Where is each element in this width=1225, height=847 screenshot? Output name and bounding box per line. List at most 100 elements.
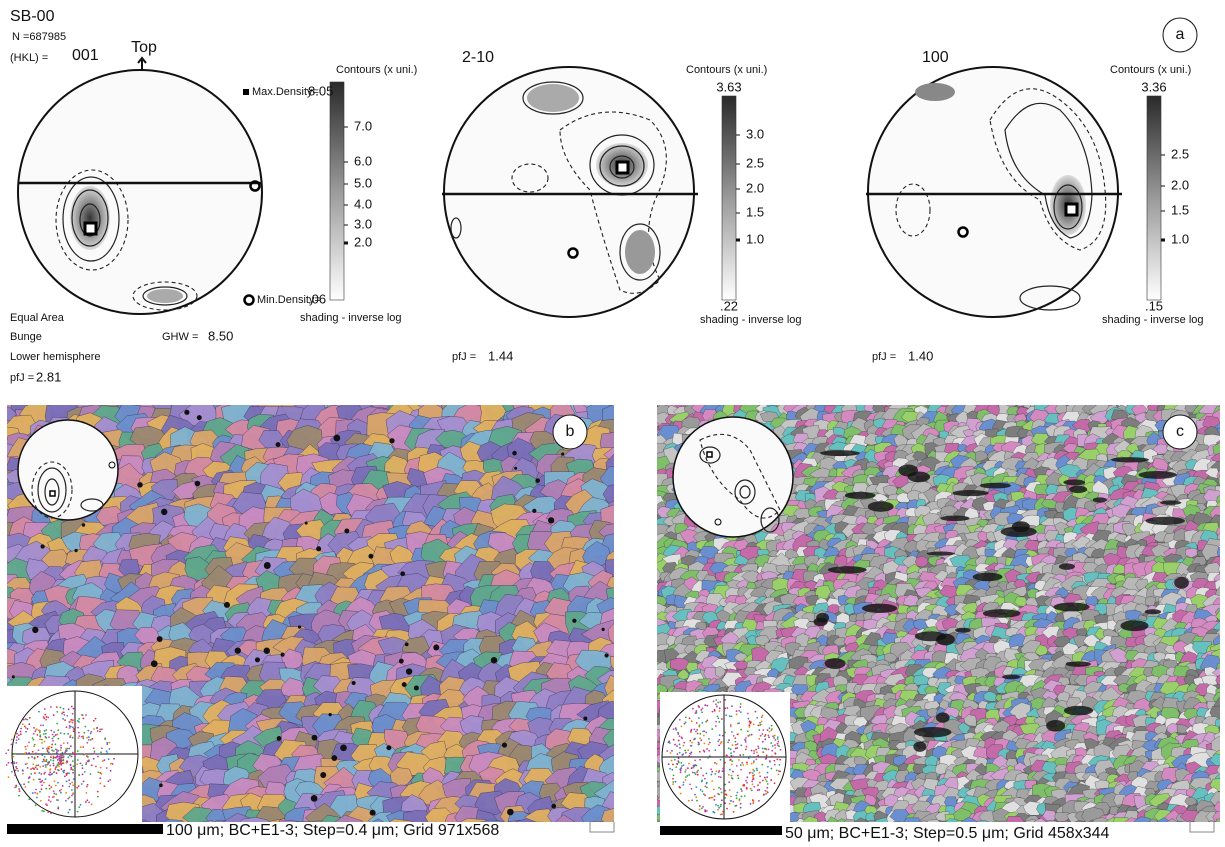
pore: [561, 452, 564, 455]
scale-bar: [7, 824, 163, 834]
ipf-point: [99, 783, 101, 785]
void: [936, 634, 955, 646]
ipf-point: [62, 718, 64, 720]
ipf-point: [16, 739, 18, 741]
ipf-point: [41, 784, 43, 786]
max-marker: [617, 162, 628, 173]
ipf-point: [91, 803, 93, 805]
ipf-point: [80, 804, 82, 806]
ipf-point: [56, 706, 58, 708]
ipf-point: [72, 722, 74, 724]
ipf-point: [73, 728, 75, 730]
ipf-point: [74, 727, 76, 729]
ipf-point: [23, 719, 25, 721]
colorbar-tick-label: 2.0: [1171, 177, 1189, 192]
ipf-point: [95, 766, 97, 768]
pore: [195, 481, 201, 487]
ipf-point: [82, 767, 84, 769]
ipf-point: [31, 756, 33, 758]
ipf-point: [71, 789, 73, 791]
max-density: 8.05: [308, 83, 333, 98]
ipf-point: [38, 711, 40, 713]
ipf-point: [63, 772, 65, 774]
hkl-label: 2-10: [462, 49, 494, 66]
ipf-point: [30, 768, 32, 770]
ipf-point: [26, 719, 28, 721]
max-density: 3.36: [1141, 79, 1166, 94]
colorbar-tick-label: 1.5: [746, 204, 764, 219]
void: [952, 490, 988, 496]
ipf-point: [77, 750, 79, 752]
pore: [605, 653, 609, 657]
ipf-point: [28, 777, 30, 779]
pore: [329, 713, 332, 716]
ipf-point: [56, 723, 58, 725]
ipf-point: [11, 771, 13, 773]
ipf-point: [90, 739, 92, 741]
figure: SB-00 N =687985 (HKL) = Top a: [0, 0, 1225, 847]
ipf-point: [22, 769, 24, 771]
ipf-point: [57, 782, 59, 784]
min-density: .15: [1145, 298, 1163, 313]
ipf-point: [24, 786, 26, 788]
ipf-point: [46, 737, 48, 739]
grain: [641, 586, 660, 600]
pore: [159, 783, 163, 787]
pore: [12, 675, 15, 678]
ipf-point: [84, 726, 86, 728]
n-count: N =687985: [12, 31, 66, 43]
contours-title: Contours (x uni.): [686, 64, 767, 76]
ipf-point: [59, 790, 61, 792]
grain: [645, 595, 658, 605]
ipf-point: [32, 767, 34, 769]
ipf-point: [35, 752, 37, 754]
ipf-point: [62, 762, 64, 764]
grain: [975, 395, 990, 405]
grain: [1173, 821, 1194, 835]
ipf-point: [50, 730, 52, 732]
ipf-point: [86, 742, 88, 744]
ipf-point: [70, 768, 72, 770]
ipf-point: [56, 711, 58, 713]
pore: [532, 509, 536, 513]
ipf-point: [68, 772, 70, 774]
ipf-point: [53, 793, 55, 795]
ipf-point: [93, 720, 95, 722]
ipf-point: [57, 733, 59, 735]
ipf-point: [58, 756, 60, 758]
ipf-point: [70, 764, 72, 766]
ipf-point: [16, 768, 18, 770]
ipf-point: [71, 756, 73, 758]
pfj-value: 1.40: [908, 348, 933, 363]
ipf-point: [28, 752, 30, 754]
ipf-point: [97, 730, 99, 732]
pore: [276, 442, 281, 447]
ipf-point: [28, 781, 30, 783]
ipf-point: [39, 781, 41, 783]
ipf-point: [101, 773, 103, 775]
ipf-point: [62, 752, 64, 754]
pfj-label: pfJ =: [872, 351, 896, 363]
grain: [580, 821, 615, 847]
ipf-point: [13, 761, 15, 763]
pore: [572, 619, 576, 623]
density-blob: [915, 83, 955, 101]
density-blob: [70, 186, 110, 250]
ipf-point: [86, 737, 88, 739]
ipf-point: [96, 727, 98, 729]
grain: [945, 396, 960, 407]
ipf-point: [57, 808, 59, 810]
ipf-point: [67, 812, 69, 814]
ipf-point: [113, 758, 115, 760]
ipf-point: [67, 742, 69, 744]
ipf-point: [60, 749, 62, 751]
inset-pole-figure: [673, 417, 793, 537]
max-marker: [85, 223, 96, 234]
ipf-point: [39, 778, 41, 780]
grain: [1196, 823, 1210, 833]
ipf-point: [42, 747, 44, 749]
ipf-point: [18, 738, 20, 740]
grain: [645, 508, 659, 518]
pore: [312, 735, 318, 741]
ipf-point: [27, 745, 29, 747]
